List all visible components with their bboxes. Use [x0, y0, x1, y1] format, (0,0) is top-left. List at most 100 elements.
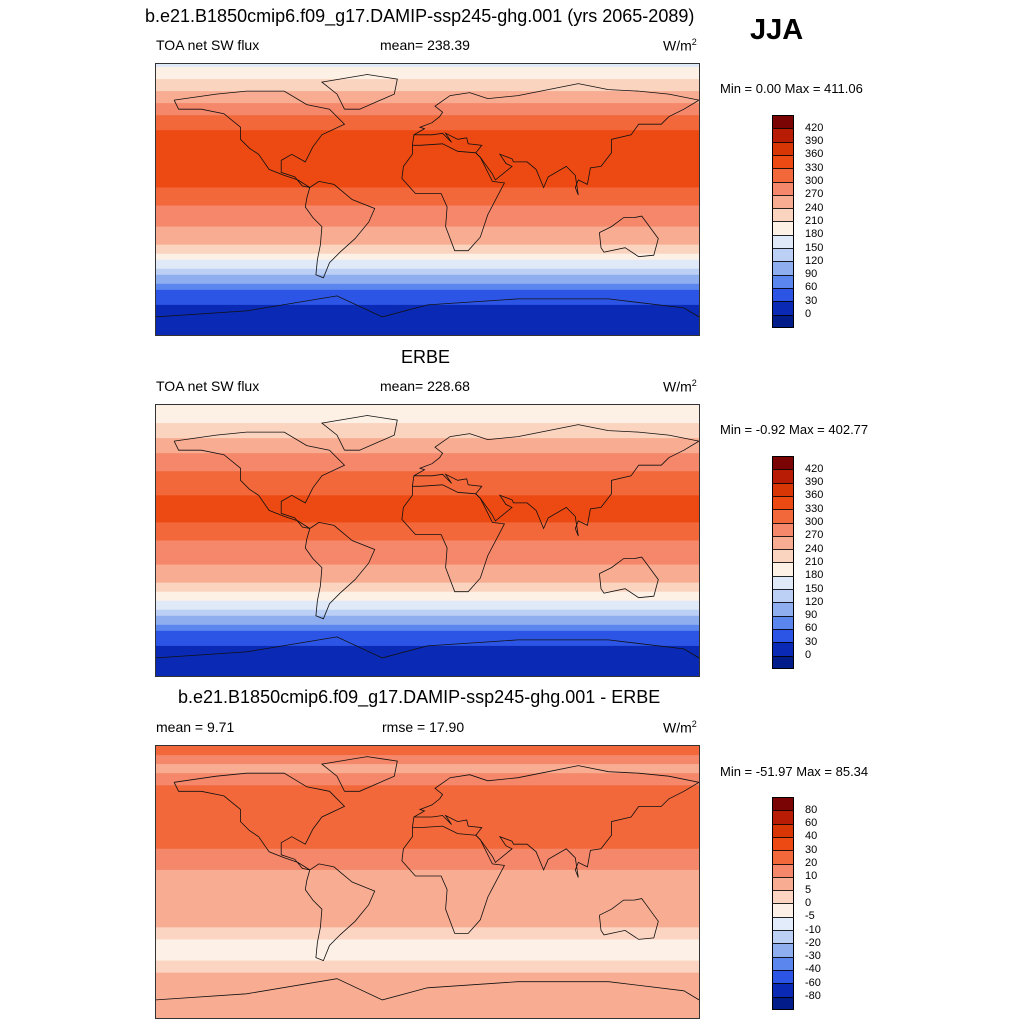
- heatmap-band: [156, 915, 699, 919]
- heatmap-band: [156, 435, 699, 439]
- colorbar-tick-label: 390: [805, 476, 824, 489]
- colorbar-box: [772, 589, 794, 603]
- units-label: W/m2: [663, 719, 697, 736]
- heatmap-band: [156, 295, 699, 300]
- heatmap-band: [156, 546, 699, 551]
- heatmap-band: [156, 286, 699, 291]
- colorbar-tick-label: 90: [805, 268, 818, 281]
- minmax-label: Min = -0.92 Max = 402.77: [720, 422, 869, 437]
- heatmap-band: [156, 112, 699, 116]
- colorbar-tick-label: 40: [805, 830, 818, 843]
- heatmap-band: [156, 420, 699, 424]
- colorbar-box: [772, 248, 794, 262]
- heatmap-band: [156, 280, 699, 285]
- heatmap-band: [156, 636, 699, 641]
- heatmap-band: [156, 525, 699, 530]
- heatmap-band: [156, 441, 699, 445]
- heatmap-band: [156, 752, 699, 756]
- minmax-label: Min = 0.00 Max = 411.06: [720, 81, 863, 96]
- heatmap-band: [156, 139, 699, 143]
- coastline: [173, 431, 346, 529]
- heatmap-band: [156, 489, 699, 493]
- colorbar-box: [772, 141, 794, 156]
- heatmap-band: [156, 522, 699, 527]
- heatmap-band: [156, 507, 699, 511]
- heatmap-band: [156, 160, 699, 164]
- heatmap-band: [156, 660, 699, 665]
- heatmap-band: [156, 247, 699, 252]
- colorbar-tick-label: -30: [805, 950, 821, 963]
- heatmap-band: [156, 894, 699, 898]
- heatmap-band: [156, 498, 699, 502]
- colorbar-box: [772, 154, 794, 169]
- colorbar-box: [772, 642, 794, 656]
- heatmap-band: [156, 555, 699, 560]
- heatmap-band: [156, 791, 699, 795]
- units-label: W/m2: [663, 37, 697, 54]
- heatmap-band: [156, 148, 699, 152]
- heatmap-band: [156, 109, 699, 113]
- heatmap-band: [156, 767, 699, 771]
- coastline: [412, 83, 699, 196]
- heatmap-band: [156, 534, 699, 539]
- heatmap-band: [156, 462, 699, 466]
- colorbar-tick-label: 120: [805, 595, 824, 608]
- heatmap-band: [156, 486, 699, 490]
- heatmap-band: [156, 933, 699, 937]
- heatmap-band: [156, 265, 699, 270]
- field-label: TOA net SW flux: [156, 378, 260, 394]
- heatmap-band: [156, 615, 699, 620]
- heatmap-band: [156, 214, 699, 219]
- colorbar-box: [772, 274, 794, 289]
- heatmap-band: [156, 945, 699, 950]
- colorbar-tick-label: 30: [805, 843, 818, 856]
- heatmap-band: [156, 851, 699, 856]
- heatmap-band: [156, 444, 699, 448]
- colorbar-box: [772, 194, 794, 209]
- heatmap-band: [156, 824, 699, 829]
- heatmap-band: [156, 939, 699, 944]
- heatmap-band: [156, 121, 699, 125]
- colorbar-tick-label: 180: [805, 569, 824, 582]
- heatmap-band: [156, 782, 699, 786]
- heatmap-band: [156, 313, 699, 318]
- heatmap-band: [156, 918, 699, 922]
- units-superscript: 2: [691, 37, 697, 47]
- heatmap-band: [156, 597, 699, 602]
- colorbar-tick-label: 360: [805, 148, 824, 161]
- heatmap-band: [156, 866, 699, 871]
- colorbar-box: [772, 549, 794, 563]
- heatmap-band: [156, 909, 699, 913]
- coastline: [401, 143, 506, 252]
- heatmap-band: [156, 504, 699, 508]
- heatmap-band: [156, 301, 699, 306]
- colorbar-box: [772, 535, 794, 550]
- heatmap-band: [156, 981, 699, 986]
- heatmap-band: [156, 770, 699, 774]
- heatmap-band: [156, 447, 699, 451]
- coastline: [320, 415, 398, 451]
- coastline: [401, 484, 506, 593]
- heatmap-band: [156, 891, 699, 895]
- colorbar-box: [772, 261, 794, 276]
- heatmap-band: [156, 429, 699, 433]
- colorbar-tick-label: 270: [805, 188, 824, 201]
- heatmap-band: [156, 582, 699, 587]
- heatmap-band: [156, 277, 699, 282]
- heatmap-band: [156, 304, 699, 309]
- heatmap-band: [156, 471, 699, 475]
- heatmap-band: [156, 561, 699, 566]
- heatmap-band: [156, 94, 699, 98]
- heatmap-band: [156, 966, 699, 971]
- heatmap-band: [156, 957, 699, 962]
- heatmap-band: [156, 842, 699, 847]
- heatmap-band: [156, 238, 699, 243]
- heatmap-band: [156, 594, 699, 599]
- heatmap-band: [156, 600, 699, 605]
- heatmap-band: [156, 235, 699, 240]
- heatmap-band: [156, 906, 699, 910]
- heatmap-band: [156, 669, 699, 674]
- heatmap-band: [156, 960, 699, 965]
- heatmap-band: [156, 181, 699, 186]
- heatmap: [156, 405, 699, 676]
